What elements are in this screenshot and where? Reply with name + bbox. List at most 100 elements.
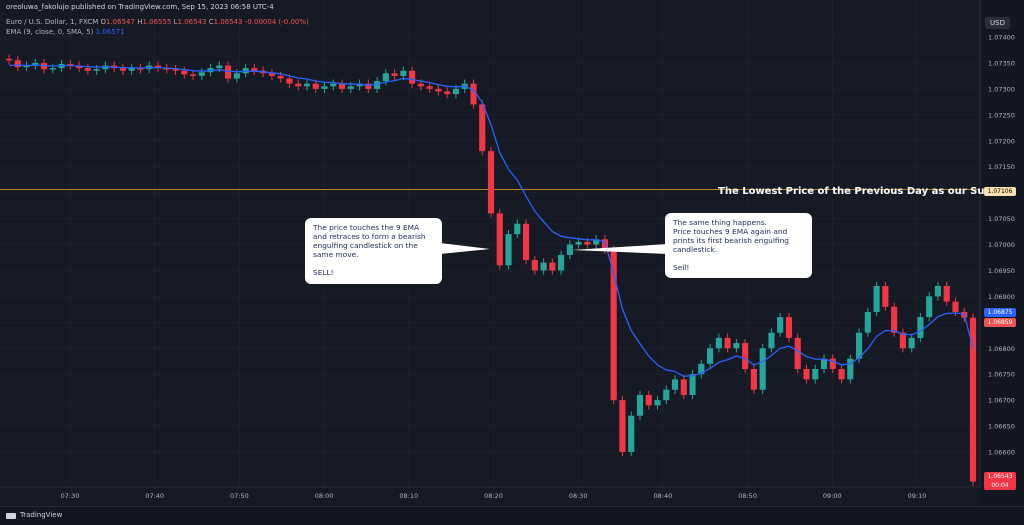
- candle-body: [67, 63, 74, 66]
- candle-body: [84, 68, 91, 71]
- price-chart[interactable]: 1.07400 1.07350 1.07300 1.07250 1.07200 1.071…: [0, 0, 1024, 506]
- tradingview-logo-icon[interactable]: [6, 513, 16, 519]
- candle-body: [715, 337, 722, 349]
- candle-body: [943, 286, 950, 302]
- candle-body: [286, 78, 293, 84]
- low-value: 1.06543: [177, 18, 207, 26]
- candle-body: [794, 337, 801, 369]
- candle-body: [952, 301, 959, 312]
- brand-name[interactable]: TradingView: [20, 511, 63, 519]
- candle-body: [610, 249, 617, 401]
- candle-body: [444, 91, 451, 95]
- x-tick-label: 08:40: [654, 492, 673, 500]
- symbol-name: Euro / U.S. Dollar, 1, FXCM: [6, 18, 99, 26]
- callout-first-pointer: [440, 243, 490, 254]
- candle-body: [899, 332, 906, 349]
- candle-body: [549, 262, 556, 271]
- candle-body: [742, 343, 749, 369]
- candle-body: [514, 223, 521, 235]
- candle-body: [812, 369, 819, 380]
- ema-value: 1.06571: [95, 28, 125, 36]
- x-tick-label: 08:00: [315, 492, 334, 500]
- candle-body: [663, 389, 670, 401]
- candle-body: [847, 358, 854, 380]
- candle-body: [119, 68, 126, 71]
- candle-body: [102, 65, 109, 70]
- y-tick-label: 1.07250: [988, 111, 1015, 119]
- candle-body: [969, 317, 977, 482]
- candle-body: [531, 260, 538, 271]
- candle-body: [820, 358, 828, 369]
- candle-body: [163, 68, 170, 70]
- callout-second-pointer: [572, 244, 668, 254]
- candle-body: [137, 68, 144, 70]
- y-tick-label: 1.06650: [988, 423, 1015, 431]
- candle-body: [382, 73, 389, 82]
- candle-body: [584, 241, 591, 245]
- candle-body: [558, 254, 565, 271]
- candle-body: [5, 58, 13, 61]
- price-axis-panel: [980, 0, 1024, 506]
- candle-body: [873, 286, 880, 312]
- symbol-legend: Euro / U.S. Dollar, 1, FXCM O1.06547 H1.…: [6, 18, 309, 26]
- y-tick-label: 1.07400: [988, 34, 1015, 42]
- candle-body: [698, 363, 705, 375]
- y-tick-label: 1.07200: [988, 137, 1015, 145]
- open-value: 1.06547: [106, 18, 135, 26]
- y-tick-label: 1.06800: [988, 345, 1015, 353]
- candle-body: [32, 62, 39, 66]
- candle-body: [671, 379, 679, 390]
- candle-body: [295, 83, 302, 87]
- callout-first-entry: The price touches the 9 EMA and retraces…: [305, 218, 442, 284]
- candle-body: [917, 317, 924, 338]
- callout-first-text: The price touches the 9 EMA and retraces…: [313, 223, 426, 277]
- close-price-tag: 1.06859: [984, 318, 1016, 327]
- candle-body: [908, 337, 915, 349]
- candle-body: [777, 317, 784, 333]
- last-price-tag: 1.06543 00:04: [984, 472, 1016, 490]
- candle-body: [172, 69, 179, 71]
- candle-body: [505, 234, 512, 266]
- candle-body: [829, 358, 836, 369]
- candle-body: [934, 286, 942, 297]
- footer: TradingView: [0, 506, 1024, 525]
- candle-body: [470, 83, 477, 105]
- support-price-tag: 1.07106: [984, 187, 1016, 196]
- candle-body: [76, 65, 83, 69]
- y-tick-label: 1.06700: [988, 397, 1015, 405]
- candle-body: [566, 244, 573, 255]
- candle-body: [303, 83, 311, 87]
- candle-body: [93, 69, 100, 71]
- candle-body: [365, 83, 372, 89]
- candle-body: [759, 348, 766, 390]
- candle-body: [330, 83, 337, 87]
- candle-body: [645, 394, 652, 406]
- candle-body: [540, 262, 547, 271]
- y-tick-label: 1.06900: [988, 293, 1015, 301]
- candle-body: [356, 83, 363, 87]
- candle-body: [321, 86, 328, 89]
- ema-label: EMA (9, close, 0, SMA, 5): [6, 28, 94, 36]
- candle-body: [882, 286, 889, 307]
- callout-second-text: The same thing happens. Price touches 9 …: [673, 218, 789, 272]
- candle-body: [417, 83, 424, 87]
- candle-body: [785, 317, 793, 338]
- candle-body: [216, 65, 223, 69]
- support-label: The Lowest Price of the Previous Day as …: [718, 186, 1016, 197]
- candle-body: [347, 86, 354, 89]
- candle-body: [707, 348, 714, 364]
- candle-body: [575, 241, 582, 245]
- x-tick-label: 07:50: [230, 492, 249, 500]
- candle-body: [750, 369, 757, 390]
- candle-body: [926, 296, 933, 318]
- candle-body: [619, 400, 626, 452]
- last-price-value: 1.06543: [987, 473, 1013, 480]
- candle-body: [435, 88, 442, 92]
- ema-line: [8, 64, 974, 377]
- currency-button[interactable]: USD: [985, 17, 1010, 29]
- candle-body: [593, 239, 600, 245]
- candle-body: [14, 60, 21, 68]
- candle-body: [636, 394, 644, 416]
- y-tick-label: 1.07350: [988, 59, 1015, 67]
- y-tick-label: 1.06600: [988, 449, 1015, 457]
